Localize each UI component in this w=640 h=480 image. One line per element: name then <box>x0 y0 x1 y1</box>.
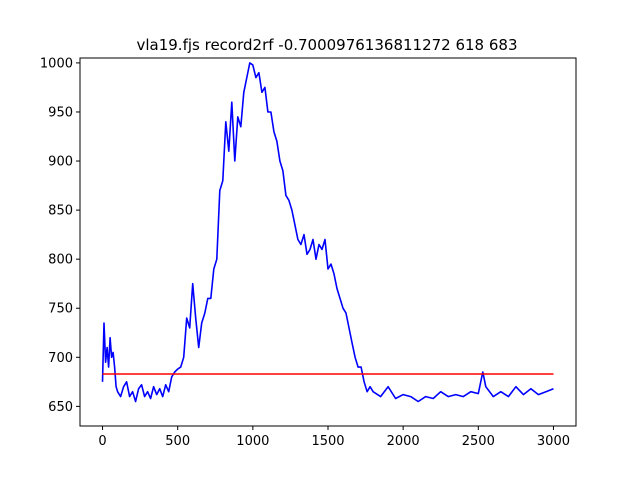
y-tick-label: 750 <box>48 302 73 317</box>
x-tick-label: 1500 <box>311 434 344 449</box>
y-tick-label: 700 <box>48 351 73 366</box>
x-axis: 0 500 1000 1500 2000 2500 3000 <box>98 426 570 449</box>
x-tick-label: 3000 <box>537 434 570 449</box>
x-tick-label: 1000 <box>236 434 269 449</box>
y-tick-label: 950 <box>48 105 73 120</box>
plot-frame <box>79 57 577 427</box>
x-tick-label: 500 <box>165 434 190 449</box>
x-tick-label: 2000 <box>387 434 420 449</box>
x-tick-label: 2500 <box>462 434 495 449</box>
y-tick-label: 1000 <box>40 56 73 71</box>
x-tick-label: 0 <box>98 434 106 449</box>
chart-title: vla19.fjs record2rf -0.7000976136811272 … <box>136 36 517 54</box>
y-tick-label: 900 <box>48 155 73 170</box>
y-tick-label: 650 <box>48 400 73 415</box>
series-line-blue <box>101 62 554 403</box>
y-tick-label: 850 <box>48 204 73 219</box>
series-layer <box>101 62 554 403</box>
y-axis: 650 700 750 800 850 900 950 1000 <box>40 56 80 415</box>
y-tick-label: 800 <box>48 253 73 268</box>
